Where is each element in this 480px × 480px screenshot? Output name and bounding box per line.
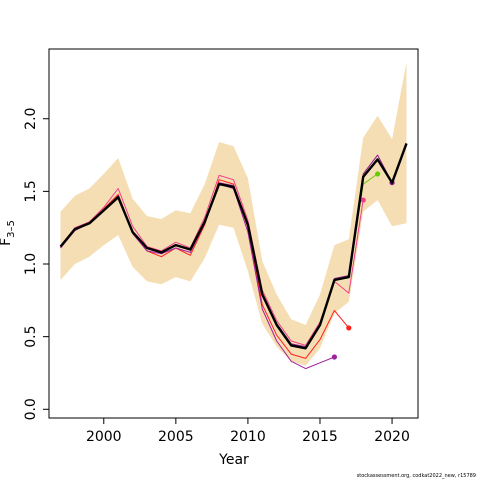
series-end-point-4 bbox=[375, 171, 381, 177]
plot-area bbox=[59, 62, 408, 370]
series-line-2 bbox=[60, 179, 350, 359]
confidence-band bbox=[60, 62, 407, 366]
y-tick-label-1: 0.5 bbox=[23, 325, 39, 347]
y-tick-label-4: 2.0 bbox=[23, 108, 39, 130]
y-tick-label-2: 1.0 bbox=[23, 253, 39, 275]
y-tick-label-0: 0.0 bbox=[23, 398, 39, 420]
plot-frame bbox=[48, 48, 419, 419]
x-tick-label-2015: 2015 bbox=[302, 429, 338, 445]
x-tick-label-2010: 2010 bbox=[230, 429, 266, 445]
series-end-point-3 bbox=[331, 354, 337, 360]
series-end-point-2 bbox=[346, 325, 352, 331]
x-tick-label-2000: 2000 bbox=[86, 429, 122, 445]
series-line-1 bbox=[60, 174, 364, 346]
x-tick-label-2020: 2020 bbox=[374, 429, 410, 445]
series-end-point-1 bbox=[360, 197, 366, 203]
series-line-0 bbox=[59, 142, 408, 350]
axes: 2000 2005 2010 2015 2020 0.0 0.5 1.0 1.5 2.0 bbox=[23, 108, 410, 445]
y-tick-label-3: 1.5 bbox=[23, 180, 39, 202]
y-axis-title-subscript: 3–5 bbox=[6, 220, 17, 238]
y-axis-title-main: F bbox=[0, 238, 14, 246]
x-axis-title: Year bbox=[218, 452, 249, 468]
y-axis-title: F3–5 bbox=[0, 220, 17, 246]
credit-text: stockassessment.org, codkat2022_new, r15… bbox=[357, 473, 476, 479]
x-tick-label-2005: 2005 bbox=[158, 429, 194, 445]
